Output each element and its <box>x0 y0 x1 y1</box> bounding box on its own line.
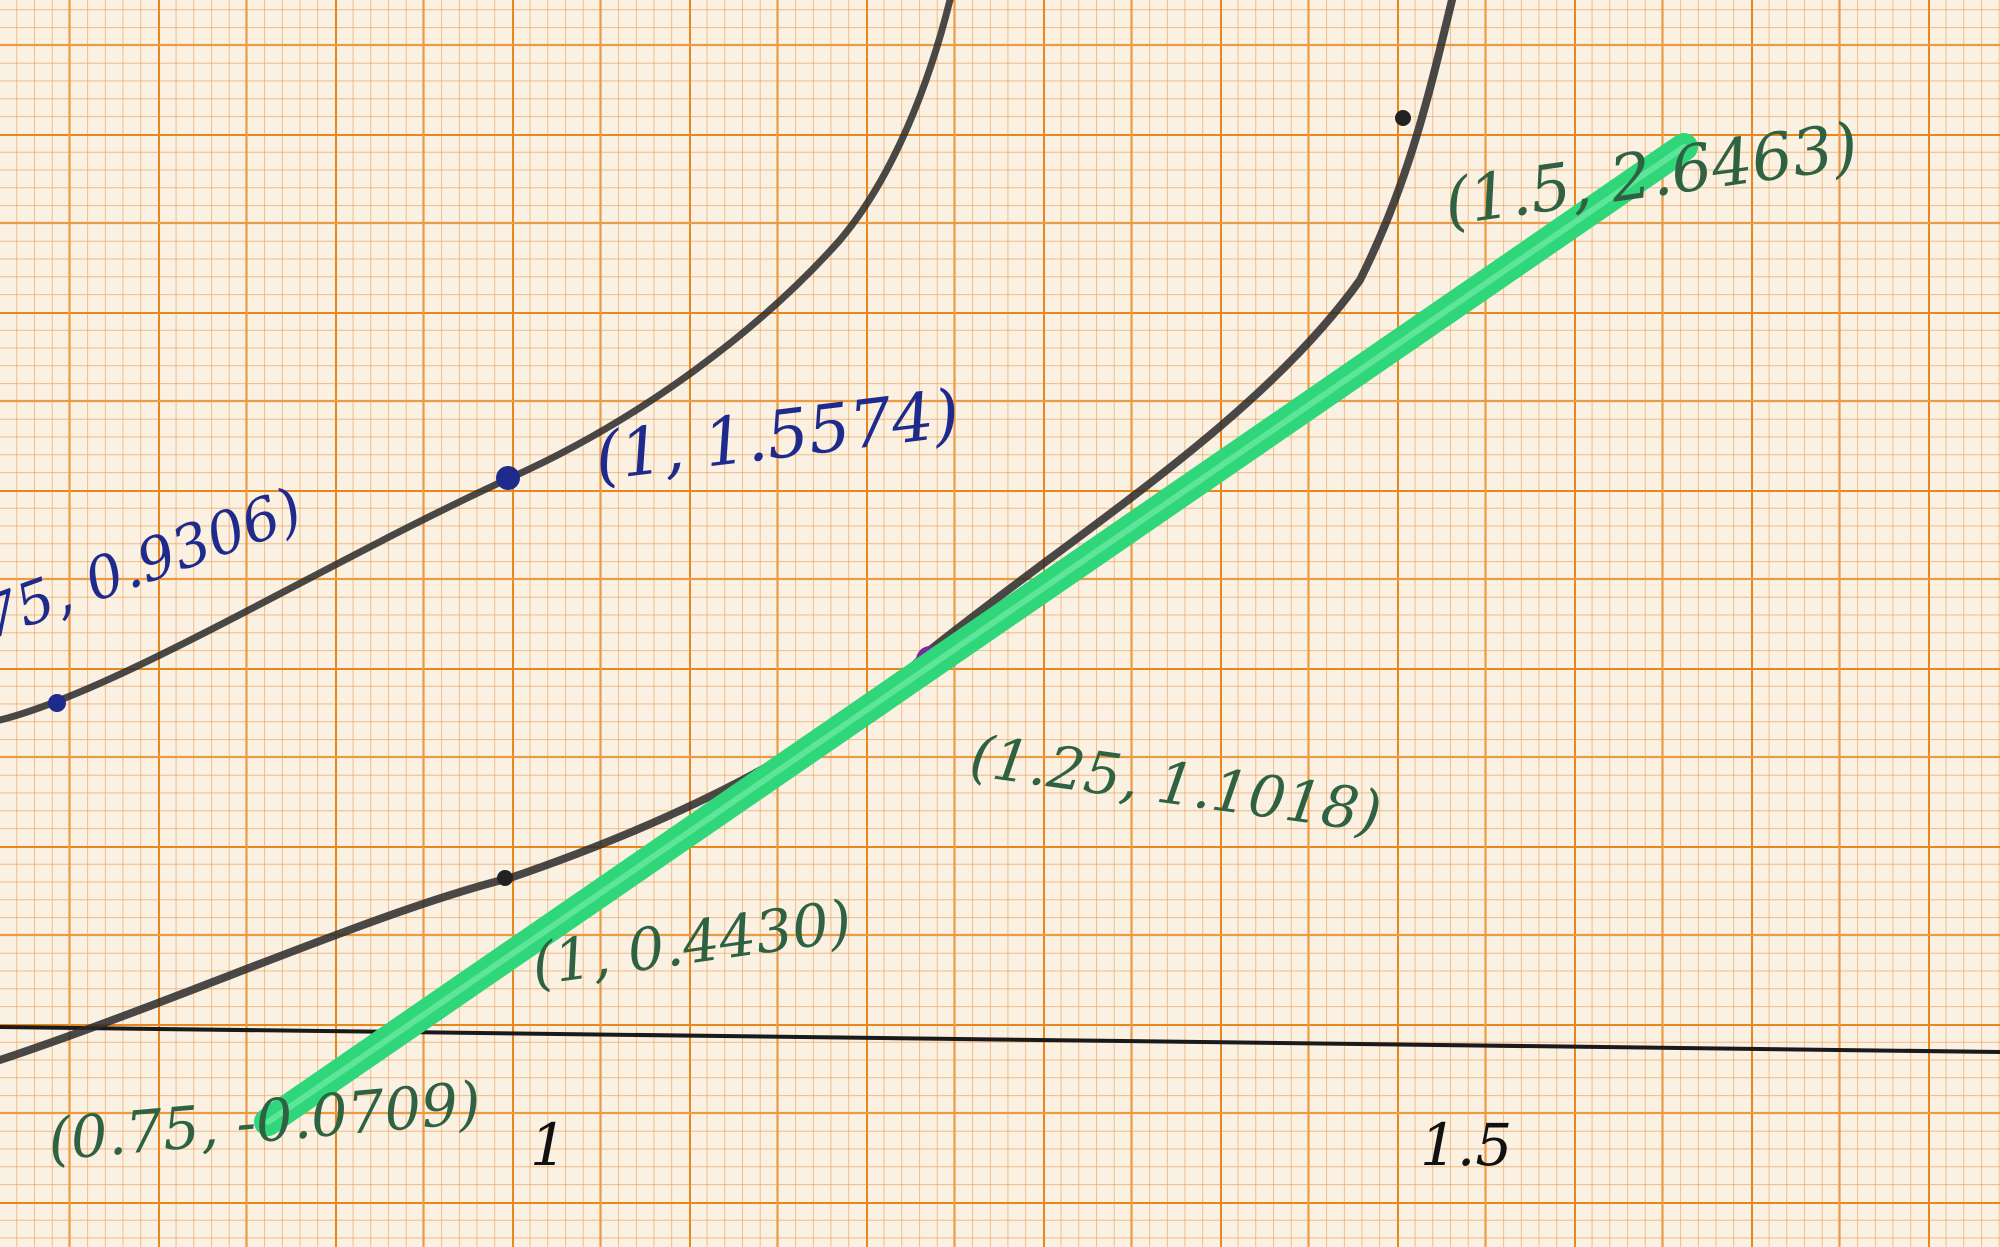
point <box>497 870 513 886</box>
upper-curve <box>0 0 954 724</box>
point <box>496 466 520 490</box>
axis-label: 1.5 <box>1420 1111 1512 1179</box>
x-axis <box>0 1025 2000 1054</box>
straw-highlight <box>265 144 1687 1125</box>
axis-label: 1 <box>530 1111 567 1179</box>
point <box>1395 110 1411 126</box>
point <box>48 694 66 712</box>
